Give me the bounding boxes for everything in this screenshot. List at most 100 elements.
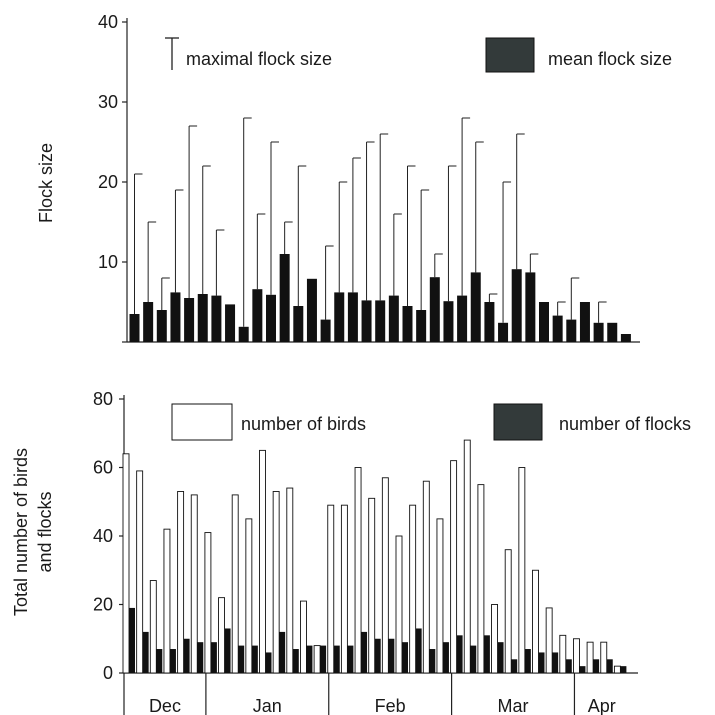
- number-of-birds-bar: [286, 487, 294, 674]
- mean-flock-size-bar: [416, 310, 427, 342]
- mean-flock-size-bar: [539, 302, 549, 342]
- birds-flocks-y-axis-label-line2: and flocks: [35, 491, 55, 572]
- mean-flock-size-bar: [334, 292, 345, 342]
- number-of-flocks-bar: [620, 666, 627, 673]
- number-of-birds-bar: [163, 528, 171, 674]
- number-of-flocks-bar: [552, 652, 559, 673]
- number-of-flocks-bar: [251, 645, 258, 673]
- number-of-flocks-bar: [156, 649, 163, 673]
- number-of-birds-bar: [559, 634, 567, 674]
- number-of-birds-bar: [354, 467, 362, 674]
- number-of-flocks-bar: [606, 659, 613, 673]
- number-of-birds-bar: [190, 494, 198, 674]
- number-of-birds-bar: [381, 477, 389, 674]
- month-label: Dec: [149, 696, 181, 715]
- number-of-flocks-bar: [197, 642, 204, 673]
- mean-flock-size-bar: [484, 302, 495, 342]
- birds-flocks-chart: Total number of birds and flocks 0 20 40 60…: [11, 389, 691, 715]
- number-of-birds-bar: [327, 504, 335, 674]
- number-of-birds-bar: [504, 549, 512, 674]
- mean-flock-size-bar: [620, 334, 631, 342]
- mean-flock-size-bar: [279, 254, 290, 342]
- number-of-birds-bar: [477, 484, 485, 674]
- number-of-flocks-bar: [265, 652, 272, 673]
- number-of-flocks-bar: [183, 638, 190, 673]
- birds-flocks-legend: number of birds number of flocks: [171, 403, 691, 441]
- flock-size-y-axis-label: Flock size: [36, 143, 56, 223]
- number-of-birds-bar: [300, 600, 307, 674]
- mean-flock-size-bar: [184, 298, 195, 342]
- flock-size-y-tick-label: 20: [98, 172, 118, 192]
- mean-flock-size-bar: [607, 322, 618, 342]
- month-label: Mar: [498, 696, 529, 715]
- mean-flock-size-bar: [211, 295, 222, 342]
- mean-flock-size-bar: [266, 294, 276, 342]
- number-of-birds-bar: [340, 504, 348, 674]
- mean-flock-size-bar: [156, 310, 167, 342]
- flock-size-y-tick-label: 40: [98, 12, 118, 32]
- number-of-flocks-bar: [169, 649, 176, 673]
- flock-size-chart: Flock size 10 20 30 40 maximal flock size m…: [36, 12, 672, 343]
- flock-size-bars: [129, 117, 631, 342]
- mean-flock-size-bar: [320, 319, 331, 342]
- month-label: Jan: [253, 696, 282, 715]
- number-of-birds-bar: [218, 597, 226, 674]
- month-label: Apr: [588, 696, 616, 715]
- mean-flock-size-bar: [347, 292, 358, 342]
- number-of-birds-bar: [259, 449, 266, 674]
- legend-max-marker: [165, 37, 179, 70]
- number-of-birds-bar: [122, 453, 130, 674]
- birds-flocks-y-tick-label: 40: [93, 526, 113, 546]
- mean-flock-size-bar: [443, 301, 454, 342]
- flock-size-y-tick-label: 30: [98, 92, 118, 112]
- mean-flock-size-bar: [252, 289, 263, 342]
- number-of-flocks-bar: [224, 628, 231, 673]
- mean-flock-size-bar: [402, 306, 413, 342]
- number-of-birds-bar: [395, 535, 403, 674]
- number-of-birds-bar: [436, 518, 444, 674]
- mean-flock-size-bar: [170, 292, 181, 342]
- number-of-flocks-bar: [415, 628, 422, 673]
- legend-max-label: maximal flock size: [186, 49, 332, 69]
- mean-flock-size-bar: [525, 272, 536, 342]
- mean-flock-size-bar: [225, 304, 236, 342]
- legend-mean-swatch: [485, 37, 535, 73]
- number-of-flocks-bar: [497, 642, 504, 673]
- legend-birds-swatch: [171, 403, 233, 441]
- number-of-flocks-bar: [483, 635, 490, 673]
- mean-flock-size-bar: [143, 302, 154, 342]
- number-of-flocks-bar: [511, 659, 518, 673]
- mean-flock-size-bar: [566, 319, 577, 342]
- number-of-birds-bar: [149, 580, 157, 674]
- number-of-flocks-bar: [142, 631, 149, 673]
- legend-birds-label: number of birds: [241, 414, 366, 434]
- number-of-birds-bar: [204, 532, 212, 674]
- mean-flock-size-bar: [361, 300, 372, 342]
- number-of-flocks-bar: [565, 659, 572, 673]
- number-of-birds-bar: [177, 491, 185, 674]
- number-of-flocks-bar: [210, 642, 217, 673]
- number-of-flocks-bar: [593, 659, 600, 673]
- number-of-flocks-bar: [429, 649, 436, 673]
- number-of-flocks-bar: [361, 631, 368, 673]
- number-of-flocks-bar: [442, 642, 449, 673]
- number-of-flocks-bar: [292, 649, 299, 673]
- legend-mean-label: mean flock size: [548, 49, 672, 69]
- number-of-birds-bar: [422, 480, 430, 674]
- number-of-flocks-bar: [320, 645, 327, 673]
- number-of-birds-bar: [272, 491, 280, 674]
- flock-size-y-tick-label: 10: [98, 252, 118, 272]
- number-of-birds-bar: [600, 641, 608, 674]
- number-of-flocks-bar: [279, 631, 286, 673]
- number-of-birds-bar: [313, 645, 321, 674]
- number-of-flocks-bar: [579, 666, 586, 673]
- birds-flocks-y-axis: 0 20 40 60 80: [93, 389, 125, 683]
- mean-flock-size-bar: [238, 326, 249, 342]
- number-of-flocks-bar: [333, 645, 340, 673]
- number-of-birds-bar: [463, 439, 471, 674]
- number-of-birds-bar: [613, 665, 621, 674]
- mean-flock-size-bar: [429, 277, 440, 342]
- mean-flock-size-bar: [306, 278, 317, 342]
- mean-flock-size-bar: [293, 306, 304, 342]
